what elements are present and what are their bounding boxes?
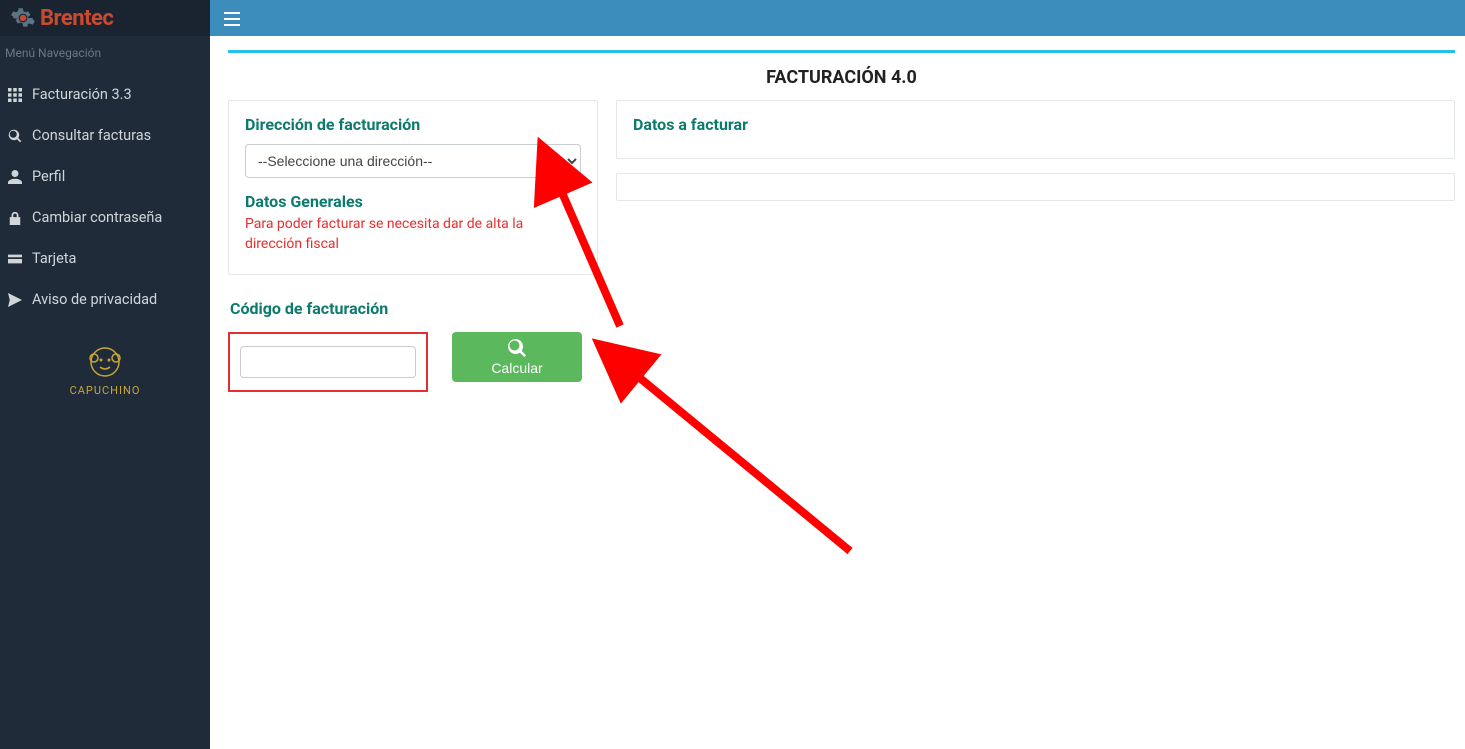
sidebar-nav: Facturación 3.3 Consultar facturas Perfi… bbox=[0, 74, 210, 320]
sidebar-item-facturacion[interactable]: Facturación 3.3 bbox=[0, 74, 210, 115]
address-select[interactable]: --Seleccione una dirección-- bbox=[245, 144, 581, 178]
sidebar-item-consultar[interactable]: Consultar facturas bbox=[0, 115, 210, 156]
address-heading: Dirección de facturación bbox=[245, 115, 581, 134]
capuchino-label: CAPUCHINO bbox=[70, 384, 141, 397]
content: FACTURACIÓN 4.0 Dirección de facturación… bbox=[210, 36, 1465, 749]
code-input-highlight bbox=[228, 332, 428, 392]
sidebar-item-cambiar[interactable]: Cambiar contraseña bbox=[0, 197, 210, 238]
sidebar-item-tarjeta[interactable]: Tarjeta bbox=[0, 238, 210, 279]
general-data-heading: Datos Generales bbox=[245, 192, 581, 211]
grid-icon bbox=[8, 88, 22, 102]
calculate-button[interactable]: Calcular bbox=[452, 332, 582, 382]
gear-icon bbox=[10, 5, 36, 31]
fiscal-warning: Para poder facturar se necesita dar de a… bbox=[245, 215, 581, 254]
main: FACTURACIÓN 4.0 Dirección de facturación… bbox=[210, 0, 1465, 749]
sidebar-item-label: Aviso de privacidad bbox=[32, 291, 157, 308]
code-section-heading: Código de facturación bbox=[230, 299, 598, 318]
billing-address-panel: Dirección de facturación --Seleccione un… bbox=[228, 100, 598, 275]
send-icon bbox=[8, 293, 22, 307]
billing-code-input[interactable] bbox=[240, 346, 416, 378]
brand-logo: Brentec bbox=[0, 0, 210, 36]
sidebar-item-label: Facturación 3.3 bbox=[32, 86, 132, 103]
calculate-button-label: Calcular bbox=[491, 360, 542, 376]
card-icon bbox=[8, 252, 22, 266]
sidebar: Brentec Menú Navegación Facturación 3.3 … bbox=[0, 0, 210, 749]
sidebar-item-label: Perfil bbox=[32, 168, 65, 185]
brand-name: Brentec bbox=[40, 6, 113, 31]
empty-panel bbox=[616, 173, 1455, 201]
sidebar-footer-brand: CAPUCHINO bbox=[0, 344, 210, 397]
hamburger-icon[interactable] bbox=[224, 11, 240, 25]
sidebar-item-label: Cambiar contraseña bbox=[32, 209, 162, 226]
menu-title: Menú Navegación bbox=[0, 36, 210, 74]
data-to-bill-heading: Datos a facturar bbox=[633, 115, 1438, 134]
user-icon bbox=[8, 170, 22, 184]
data-to-bill-panel: Datos a facturar bbox=[616, 100, 1455, 159]
lock-icon bbox=[8, 211, 22, 225]
sidebar-item-perfil[interactable]: Perfil bbox=[0, 156, 210, 197]
sidebar-item-aviso[interactable]: Aviso de privacidad bbox=[0, 279, 210, 320]
monkey-icon bbox=[87, 344, 123, 380]
sidebar-item-label: Tarjeta bbox=[32, 250, 76, 267]
search-icon bbox=[507, 338, 527, 358]
topbar bbox=[210, 0, 1465, 36]
accent-divider bbox=[228, 50, 1455, 53]
search-icon bbox=[8, 129, 22, 143]
page-title: FACTURACIÓN 4.0 bbox=[228, 67, 1455, 88]
sidebar-item-label: Consultar facturas bbox=[32, 127, 151, 144]
